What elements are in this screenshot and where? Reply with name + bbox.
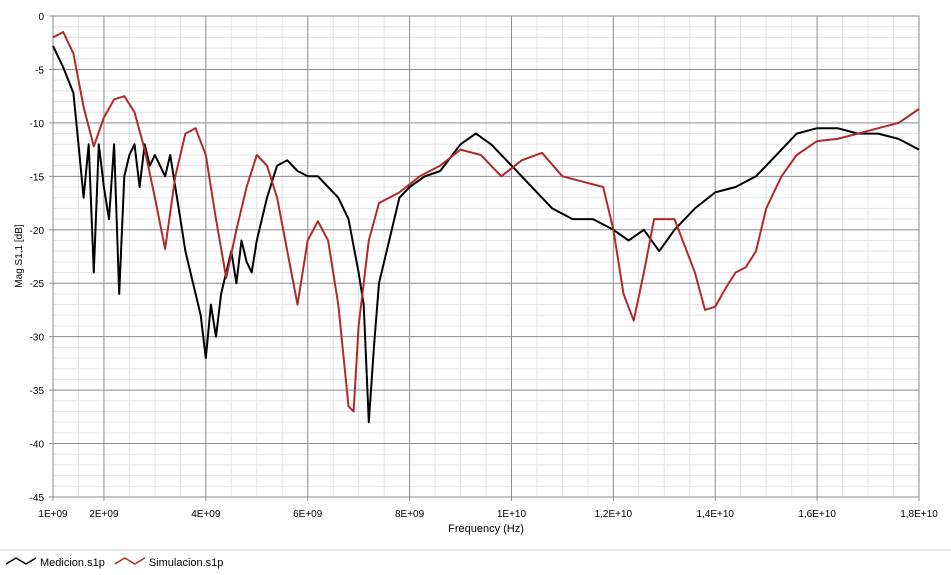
series-layer bbox=[52, 31, 920, 424]
x-axis-tick-labels: 1E+09 2E+09 4E+09 6E+09 8E+09 1E+10 1,2E+10 1,4… bbox=[38, 509, 938, 520]
legend: Medicion.s1p Simulacion.s1p bbox=[5, 557, 224, 569]
series-line-simulacion bbox=[52, 31, 920, 413]
x-tick-label: 2E+09 bbox=[89, 509, 119, 520]
y-tick-label: -15 bbox=[30, 172, 45, 183]
x-tick-label: 1,2E+10 bbox=[595, 509, 633, 520]
y-tick-label: -30 bbox=[30, 333, 45, 344]
x-tick-label: 8E+09 bbox=[395, 509, 425, 520]
y-tick-label: -10 bbox=[30, 119, 45, 130]
legend-swatch bbox=[114, 557, 146, 565]
x-tick-label: 1E+10 bbox=[497, 509, 527, 520]
major-gridlines bbox=[49, 15, 920, 501]
x-axis-label: Frequency (Hz) bbox=[448, 523, 524, 535]
legend-swatch bbox=[5, 557, 37, 565]
y-tick-label: -20 bbox=[30, 226, 45, 237]
legend-entry-label: Simulacion.s1p bbox=[149, 557, 224, 569]
y-tick-label: -5 bbox=[35, 65, 44, 76]
y-axis-tick-labels: 0 -5 -10 -15 -20 -25 -30 -35 -40 -45 bbox=[30, 12, 45, 504]
x-tick-label: 1,8E+10 bbox=[900, 509, 938, 520]
x-tick-label: 1E+09 bbox=[38, 509, 68, 520]
y-tick-label: 0 bbox=[38, 12, 44, 23]
y-tick-label: -40 bbox=[30, 440, 45, 451]
x-tick-label: 4E+09 bbox=[191, 509, 221, 520]
y-tick-label: -35 bbox=[30, 386, 45, 397]
x-tick-label: 1,6E+10 bbox=[798, 509, 836, 520]
legend-entry-label: Medicion.s1p bbox=[40, 557, 105, 569]
plot-area-frame bbox=[52, 15, 920, 498]
y-tick-label: -45 bbox=[30, 493, 45, 504]
y-axis-label: Mag S1,1 [dB] bbox=[14, 224, 25, 288]
y-tick-label: -25 bbox=[30, 279, 45, 290]
series-line-medicion bbox=[52, 45, 920, 424]
x-tick-label: 6E+09 bbox=[293, 509, 323, 520]
x-tick-label: 1,4E+10 bbox=[696, 509, 734, 520]
minor-gridlines bbox=[52, 15, 920, 498]
